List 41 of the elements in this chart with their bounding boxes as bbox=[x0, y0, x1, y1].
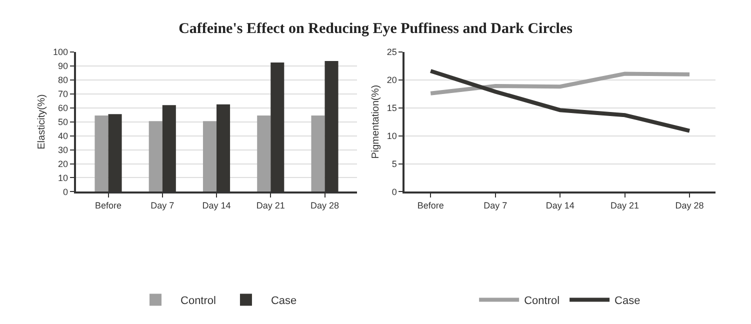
y-tick-label: 5 bbox=[392, 158, 397, 169]
y-tick-label: 0 bbox=[392, 186, 397, 197]
x-tick-label: Day 28 bbox=[310, 200, 340, 211]
y-tick-label: 0 bbox=[62, 186, 68, 197]
line-series bbox=[428, 68, 692, 133]
bar bbox=[257, 116, 271, 192]
x-tick-label: Day 7 bbox=[150, 200, 174, 211]
x-tick-label: Before bbox=[417, 200, 444, 211]
y-tick-label: 25 bbox=[386, 47, 397, 58]
legend-label: Case bbox=[614, 295, 640, 308]
y-tick-label: 20 bbox=[58, 158, 68, 169]
y-tick-label: 10 bbox=[58, 172, 68, 183]
x-tick-label: Day 21 bbox=[256, 200, 285, 211]
legend-label: Case bbox=[270, 295, 297, 308]
bar bbox=[311, 116, 325, 192]
y-tick-label: 80 bbox=[58, 75, 68, 86]
y-tick-label: 50 bbox=[58, 116, 68, 127]
y-tick-label: 20 bbox=[386, 75, 397, 86]
y-tick-label: 60 bbox=[58, 103, 68, 114]
y-tick-label: 30 bbox=[58, 144, 68, 155]
x-tick-label: Day 7 bbox=[484, 200, 508, 211]
bar bbox=[94, 116, 108, 192]
x-tick-label: Day 21 bbox=[610, 200, 640, 211]
y-tick-label: 100 bbox=[52, 47, 68, 58]
x-tick-label: Before bbox=[94, 200, 122, 211]
x-tick-label: Day 14 bbox=[546, 200, 574, 211]
y-tick-label: 40 bbox=[58, 130, 68, 141]
y-axis-title: Elasticity(%) bbox=[36, 94, 48, 150]
y-tick-label: 90 bbox=[58, 61, 68, 72]
legend-label: Control bbox=[180, 295, 216, 308]
y-axis-title: Pigmentation(%) bbox=[370, 84, 382, 159]
bar bbox=[148, 121, 162, 192]
x-tick-label: Day 14 bbox=[202, 200, 231, 211]
x-tick-label: Day 28 bbox=[675, 200, 704, 211]
line-series bbox=[428, 72, 692, 96]
chart-title: Caffeine's Effect on Reducing Eye Puffiness and Dark Circles bbox=[178, 21, 573, 38]
y-tick-label: 70 bbox=[58, 89, 68, 100]
y-tick-label: 15 bbox=[386, 103, 397, 114]
bar bbox=[202, 121, 217, 192]
y-tick-label: 10 bbox=[386, 130, 397, 141]
legend-label: Control bbox=[524, 295, 560, 308]
